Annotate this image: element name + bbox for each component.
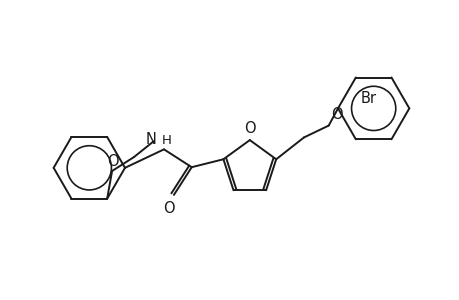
Text: O: O (243, 121, 255, 136)
Text: H: H (162, 134, 172, 147)
Text: O: O (163, 201, 174, 216)
Text: N: N (145, 132, 156, 147)
Text: O: O (107, 154, 118, 169)
Text: Br: Br (360, 92, 376, 106)
Text: O: O (330, 106, 341, 122)
